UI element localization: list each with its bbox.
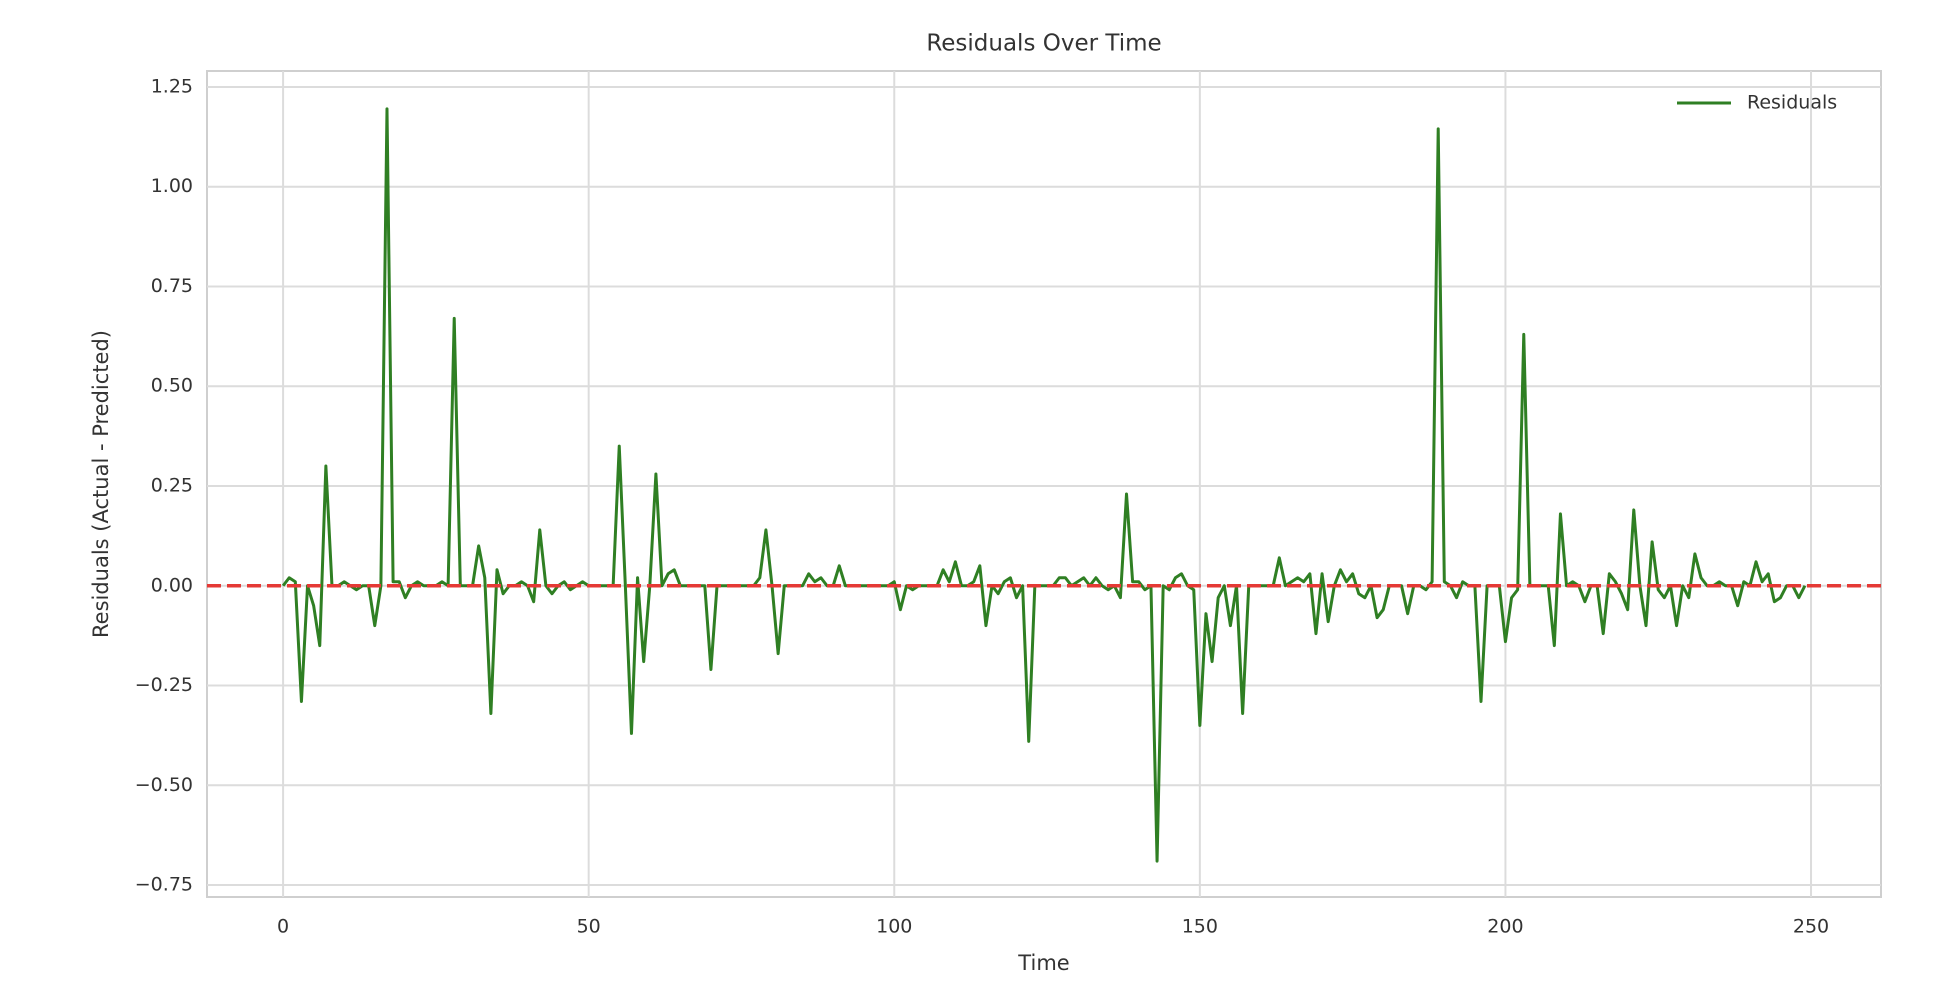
y-tick-label: 1.25 bbox=[151, 75, 193, 97]
x-tick-label: 200 bbox=[1487, 916, 1523, 938]
y-tick-label: 0.75 bbox=[151, 275, 193, 297]
y-tick-label: −0.50 bbox=[135, 774, 193, 796]
x-tick-label: 50 bbox=[577, 916, 601, 938]
y-tick-label: 1.00 bbox=[151, 175, 193, 197]
y-tick-label: 0.50 bbox=[151, 375, 193, 397]
data-line bbox=[281, 107, 1807, 863]
plot-frame bbox=[206, 70, 1882, 898]
y-tick-label: −0.75 bbox=[135, 874, 193, 896]
x-axis-label: Time bbox=[1017, 951, 1069, 975]
legend-label: Residuals bbox=[1747, 92, 1837, 114]
y-tick-label: 0.25 bbox=[151, 474, 193, 496]
x-tick-label: 0 bbox=[277, 916, 289, 938]
y-axis-label: Residuals (Actual - Predicted) bbox=[89, 330, 113, 638]
y-tick-label: −0.25 bbox=[135, 674, 193, 696]
y-tick-label: 0.00 bbox=[151, 574, 193, 596]
chart-title: Residuals Over Time bbox=[926, 31, 1161, 57]
x-tick-label: 150 bbox=[1182, 916, 1218, 938]
x-tick-label: 250 bbox=[1793, 916, 1829, 938]
x-tick-label: 100 bbox=[876, 916, 912, 938]
